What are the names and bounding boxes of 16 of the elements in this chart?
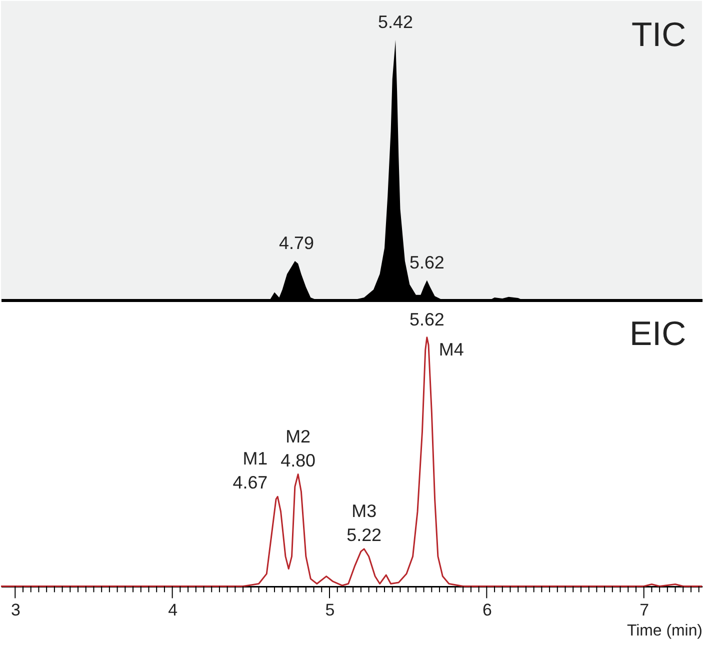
annotation: 5.62 [409, 309, 444, 330]
annotation: M1 4.67 [232, 448, 268, 493]
x-tick-label: 5 [325, 600, 335, 620]
chart-title: TIC [631, 16, 686, 54]
chart-title: EIC [630, 314, 686, 353]
annotation: M3 5.22 [346, 501, 382, 545]
annotation: M4 [438, 339, 464, 360]
annotation: 4.79 [279, 233, 314, 254]
x-axis-title: Time (min) [626, 622, 702, 640]
annotation: M2 4.80 [280, 426, 316, 470]
x-tick-label: 7 [640, 600, 650, 620]
annotation: 5.42 [378, 12, 413, 32]
x-tick-label: 4 [168, 600, 178, 620]
x-tick-label: 3 [10, 600, 20, 620]
x-tick-label: 6 [482, 600, 492, 620]
annotation: 5.62 [409, 252, 444, 272]
